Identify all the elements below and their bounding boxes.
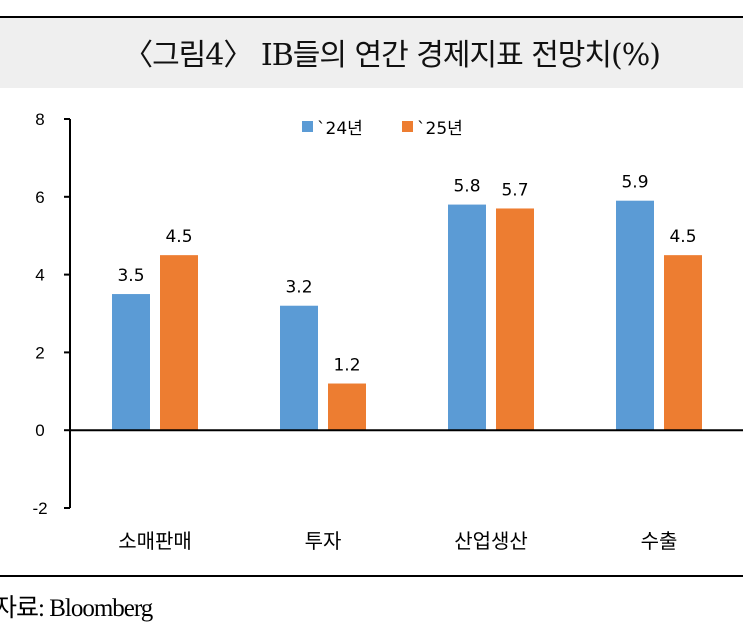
bar-2025 — [160, 255, 198, 431]
title-band — [0, 18, 743, 88]
y-tick-label: 2 — [35, 343, 44, 362]
y-tick-label: -2 — [32, 499, 47, 518]
chart-title: 〈그림4〉 IB들의 연간 경제지표 전망치(%) — [123, 38, 661, 73]
data-label: 5.7 — [501, 180, 528, 200]
y-tick-label: 8 — [35, 110, 44, 129]
bar-2024 — [280, 305, 318, 431]
legend-swatch-2025 — [402, 121, 413, 132]
bar-2025 — [496, 208, 534, 431]
legend-label: `25년 — [417, 119, 463, 139]
x-category-label: 수출 — [641, 529, 678, 553]
data-label: 1.2 — [333, 356, 360, 376]
bottom-rule — [0, 575, 743, 577]
data-label: 5.8 — [453, 177, 480, 197]
y-tick-label: 4 — [35, 266, 44, 285]
y-tick-label: 0 — [35, 421, 44, 440]
data-label: 4.5 — [165, 227, 192, 247]
bar-2024 — [448, 204, 486, 431]
bar-chart: 8 6 4 2 0 -2 3.5 3.2 5.8 5.9 4.5 1.2 5.7 4.5 소매판매 투자 산업생… — [32, 110, 743, 553]
legend-swatch-2024 — [302, 121, 313, 132]
bar-2025 — [328, 383, 366, 431]
bar-2025 — [664, 255, 702, 431]
bar-2024 — [616, 200, 654, 431]
top-rule — [0, 16, 743, 18]
data-label: 4.5 — [669, 227, 696, 247]
data-label: 5.9 — [621, 173, 648, 193]
x-category-label: 산업생산 — [454, 529, 528, 553]
legend-label: `24년 — [317, 119, 363, 139]
data-label: 3.5 — [117, 266, 144, 286]
x-category-label: 소매판매 — [118, 529, 192, 553]
x-category-label: 투자 — [305, 529, 342, 553]
y-tick-label: 6 — [35, 188, 44, 207]
source-note: 자료: Bloomberg — [0, 595, 153, 622]
bar-2024 — [112, 294, 150, 431]
data-label: 3.2 — [285, 278, 312, 298]
